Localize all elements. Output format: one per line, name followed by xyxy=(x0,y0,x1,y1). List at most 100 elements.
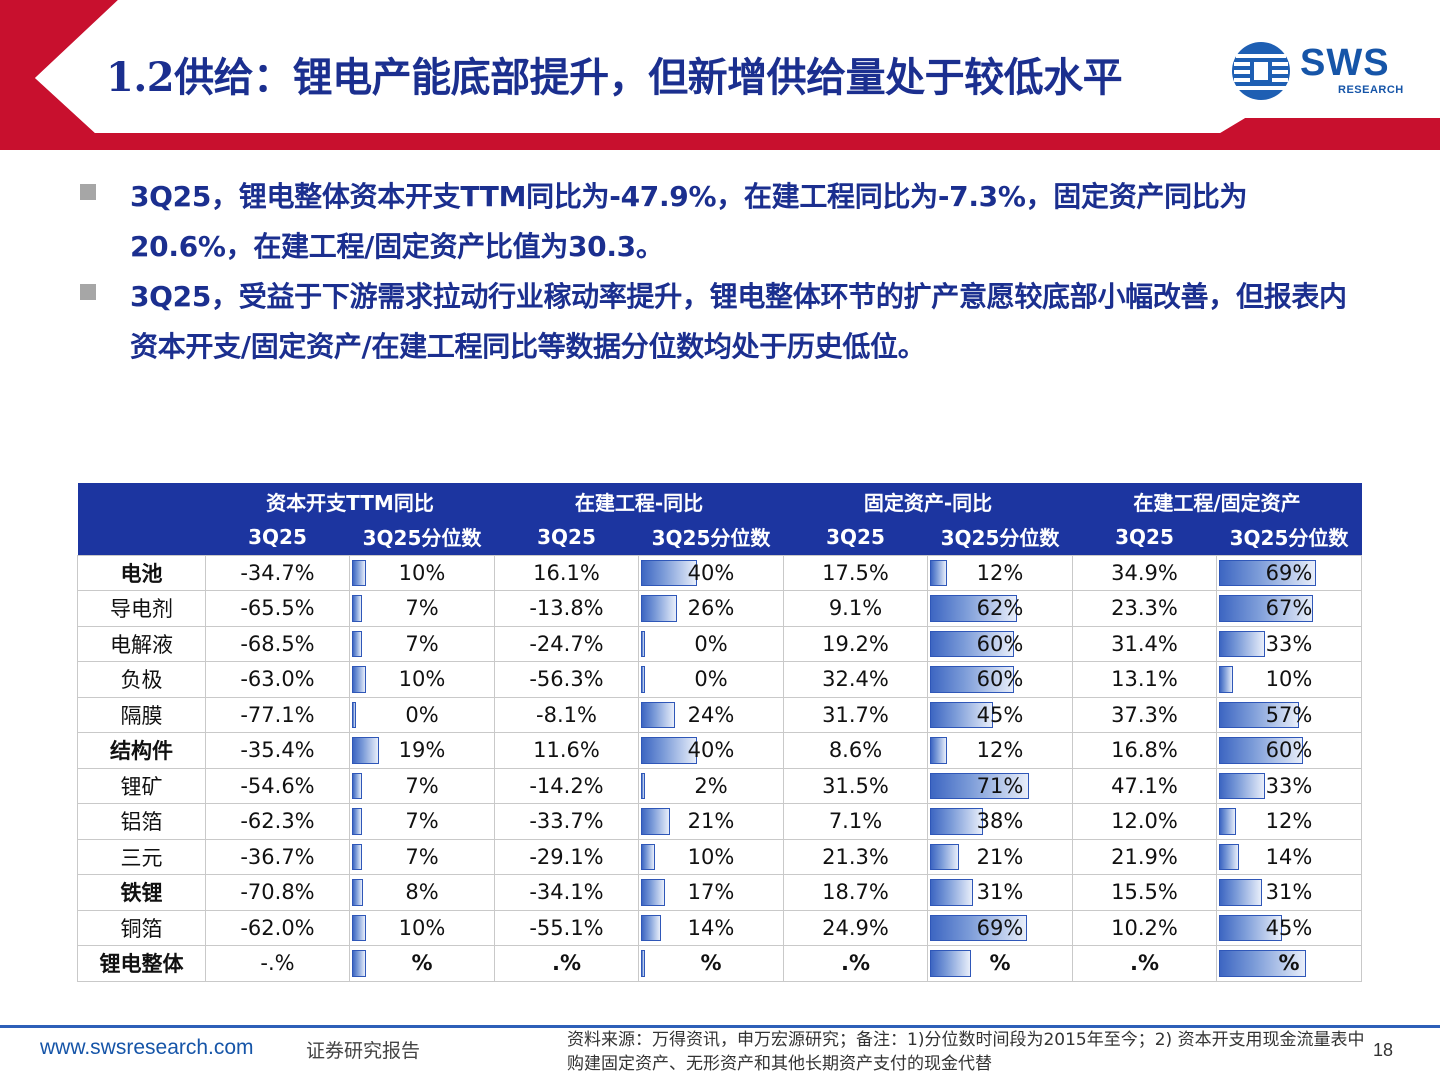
percentile-bar xyxy=(930,772,1029,799)
yoy-value-cell: -14.2% xyxy=(494,767,639,804)
percentile-value: 12% xyxy=(976,560,1024,585)
bullet-text: 3Q25，锂电整体资本开支TTM同比为-47.9%，在建工程同比为-7.3%，固… xyxy=(130,180,1248,263)
percentile-bar xyxy=(641,914,661,941)
table-row: 铝箔 -62.3% 7% -33.7% 21% 7.1% 38% 12.0% 12% xyxy=(77,803,1362,840)
percentile-value: 45% xyxy=(976,702,1024,727)
percentile-bar xyxy=(641,808,670,835)
footer-url-link[interactable]: www.swsresearch.com xyxy=(40,1036,254,1059)
percentile-cell: 7% xyxy=(349,838,495,875)
percentile-cell: % xyxy=(349,945,495,982)
yoy-value-cell: 11.6% xyxy=(494,732,639,769)
page-number: 18 xyxy=(1373,1040,1394,1060)
percentile-cell: 21% xyxy=(927,838,1073,875)
percentile-cell: 17% xyxy=(638,874,784,911)
table-row: 铁锂 -70.8% 8% -34.1% 17% 18.7% 31% 15.5% 31% xyxy=(77,874,1362,911)
percentile-value: 7% xyxy=(405,809,439,834)
percentile-value: 21% xyxy=(687,809,735,834)
percentile-cell: 57% xyxy=(1216,696,1362,733)
yoy-value-cell: 31.4% xyxy=(1072,625,1217,662)
row-label: 结构件 xyxy=(77,732,206,769)
percentile-cell: 60% xyxy=(927,661,1073,698)
percentile-value: 57% xyxy=(1265,702,1313,727)
sub-header: 3Q25 xyxy=(1072,519,1217,555)
percentile-bar xyxy=(641,701,675,728)
percentile-cell: 10% xyxy=(349,909,495,946)
row-label: 铜箔 xyxy=(77,909,206,946)
percentile-cell: 62% xyxy=(927,590,1073,627)
percentile-value: 67% xyxy=(1265,596,1313,621)
yoy-value-cell: -24.7% xyxy=(494,625,639,662)
yoy-value-cell: 9.1% xyxy=(783,590,928,627)
sub-header: 3Q25 xyxy=(205,519,350,555)
percentile-value: 60% xyxy=(1265,738,1313,763)
percentile-bar xyxy=(352,595,362,622)
percentile-value: 60% xyxy=(976,667,1024,692)
yoy-value-cell: 8.6% xyxy=(783,732,928,769)
yoy-value-cell: 47.1% xyxy=(1072,767,1217,804)
yoy-value-cell: 37.3% xyxy=(1072,696,1217,733)
percentile-cell: 24% xyxy=(638,696,784,733)
yoy-value-cell: 21.3% xyxy=(783,838,928,875)
percentile-value: 31% xyxy=(976,880,1024,905)
table-row: 三元 -36.7% 7% -29.1% 10% 21.3% 21% 21.9% 14% xyxy=(77,838,1362,875)
percentile-value: 0% xyxy=(694,667,728,692)
percentile-bar xyxy=(930,559,947,586)
group-header-cip: 在建工程-同比 xyxy=(494,483,784,519)
row-label: 三元 xyxy=(77,838,206,875)
percentile-value: 17% xyxy=(687,880,735,905)
percentile-value: % xyxy=(989,951,1011,976)
percentile-bar xyxy=(930,701,993,728)
yoy-value-cell: -70.8% xyxy=(205,874,350,911)
percentile-cell: 40% xyxy=(638,732,784,769)
percentile-bar xyxy=(641,630,645,657)
sws-logo-mark-icon xyxy=(1232,42,1290,100)
yoy-value-cell: -56.3% xyxy=(494,661,639,698)
percentile-bar xyxy=(352,737,379,764)
percentile-bar xyxy=(1219,772,1265,799)
yoy-value-cell: .% xyxy=(494,945,639,982)
bullet-item: 3Q25，锂电整体资本开支TTM同比为-47.9%，在建工程同比为-7.3%，固… xyxy=(80,172,1380,272)
percentile-cell: 10% xyxy=(1216,661,1362,698)
percentile-bar xyxy=(641,772,645,799)
percentile-cell: 14% xyxy=(638,909,784,946)
percentile-bar xyxy=(1219,879,1262,906)
percentile-bar xyxy=(1219,559,1316,586)
percentile-bar xyxy=(930,737,947,764)
percentile-bar xyxy=(930,843,959,870)
footer-source-note: 资料来源：万得资讯，申万宏源研究；备注：1)分位数时间段为2015年至今；2) … xyxy=(567,1030,1365,1074)
bullet-item: 3Q25，受益于下游需求拉动行业稼动率提升，锂电整体环节的扩产意愿较底部小幅改善… xyxy=(80,272,1380,372)
percentile-value: 40% xyxy=(687,560,735,585)
percentile-value: 45% xyxy=(1265,915,1313,940)
yoy-value-cell: -65.5% xyxy=(205,590,350,627)
yoy-value-cell: 17.5% xyxy=(783,554,928,591)
logo-text: SWS xyxy=(1300,42,1390,84)
row-label: 导电剂 xyxy=(77,590,206,627)
sub-header: 3Q25分位数 xyxy=(1216,519,1362,555)
percentile-bar xyxy=(1219,737,1303,764)
percentile-value: 7% xyxy=(405,773,439,798)
percentile-bar xyxy=(641,737,697,764)
yoy-value-cell: -62.0% xyxy=(205,909,350,946)
percentile-bar xyxy=(930,808,983,835)
yoy-value-cell: 19.2% xyxy=(783,625,928,662)
yoy-value-cell: -8.1% xyxy=(494,696,639,733)
square-bullet-icon xyxy=(80,284,96,300)
percentile-cell: 60% xyxy=(1216,732,1362,769)
sub-header: 3Q25分位数 xyxy=(927,519,1073,555)
percentile-value: 62% xyxy=(976,596,1024,621)
percentile-bar xyxy=(1219,843,1239,870)
yoy-value-cell: -35.4% xyxy=(205,732,350,769)
percentile-value: 38% xyxy=(976,809,1024,834)
percentile-value: 12% xyxy=(1265,809,1313,834)
percentile-value: 31% xyxy=(1265,880,1313,905)
yoy-value-cell: 31.7% xyxy=(783,696,928,733)
yoy-value-cell: 10.2% xyxy=(1072,909,1217,946)
capex-percentile-table: 资本开支TTM同比 在建工程-同比 固定资产-同比 在建工程/固定资产 3Q25… xyxy=(77,483,1362,982)
yoy-value-cell: 24.9% xyxy=(783,909,928,946)
row-label: 电池 xyxy=(77,554,206,591)
footer-divider xyxy=(0,1025,1440,1028)
percentile-cell: 69% xyxy=(927,909,1073,946)
yoy-value-cell: 31.5% xyxy=(783,767,928,804)
yoy-value-cell: -63.0% xyxy=(205,661,350,698)
percentile-bar xyxy=(352,701,356,728)
